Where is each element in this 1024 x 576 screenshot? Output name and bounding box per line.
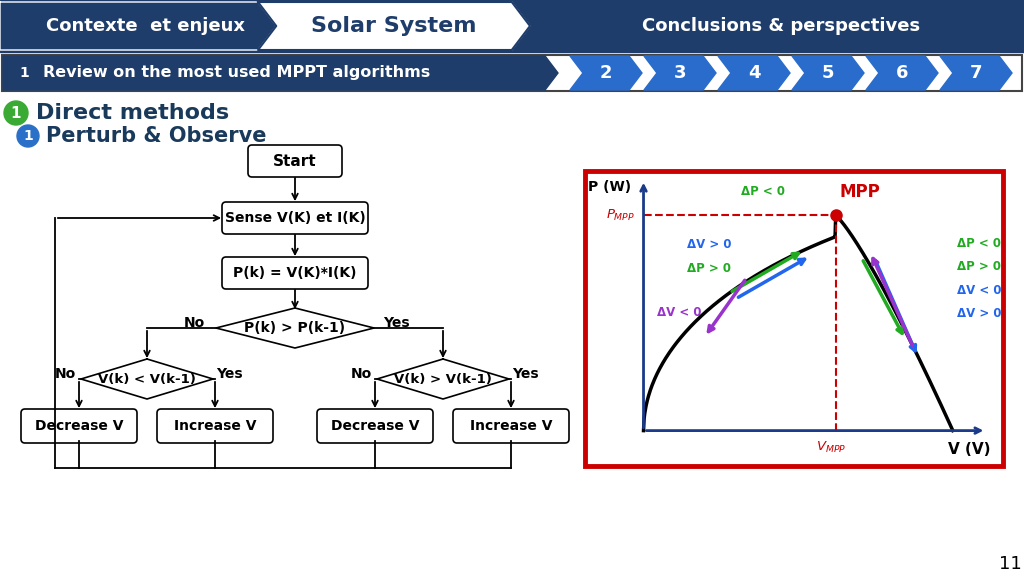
FancyBboxPatch shape bbox=[222, 202, 368, 234]
Text: P(k) = V(K)*I(K): P(k) = V(K)*I(K) bbox=[233, 266, 356, 280]
Polygon shape bbox=[0, 2, 280, 50]
Text: ΔP < 0: ΔP < 0 bbox=[957, 237, 1001, 249]
Text: V (V): V (V) bbox=[948, 442, 990, 457]
Text: Increase V: Increase V bbox=[470, 419, 552, 433]
Bar bbox=[2, 55, 1022, 91]
Bar bbox=[0, 0, 1024, 52]
Text: Decrease V: Decrease V bbox=[35, 419, 123, 433]
Circle shape bbox=[4, 101, 28, 125]
Text: V(k) < V(k-1): V(k) < V(k-1) bbox=[98, 373, 196, 385]
Text: Yes: Yes bbox=[383, 316, 410, 330]
Text: 4: 4 bbox=[748, 64, 760, 82]
Circle shape bbox=[17, 125, 39, 147]
Text: 6: 6 bbox=[896, 64, 908, 82]
Text: 1: 1 bbox=[10, 105, 22, 120]
Text: ΔV < 0: ΔV < 0 bbox=[657, 306, 701, 319]
Text: Direct methods: Direct methods bbox=[36, 103, 229, 123]
Text: ΔV > 0: ΔV > 0 bbox=[957, 308, 1001, 320]
Text: 2: 2 bbox=[600, 64, 612, 82]
FancyBboxPatch shape bbox=[222, 257, 368, 289]
Text: ΔV < 0: ΔV < 0 bbox=[957, 284, 1001, 297]
Text: P(k) > P(k-1): P(k) > P(k-1) bbox=[245, 321, 345, 335]
Text: $V_{MPP}$: $V_{MPP}$ bbox=[816, 439, 847, 454]
Text: Decrease V: Decrease V bbox=[331, 419, 419, 433]
FancyBboxPatch shape bbox=[248, 145, 342, 177]
FancyBboxPatch shape bbox=[157, 409, 273, 443]
Text: Solar System: Solar System bbox=[311, 16, 477, 36]
Text: 3: 3 bbox=[674, 64, 686, 82]
Bar bbox=[585, 171, 1002, 466]
FancyBboxPatch shape bbox=[317, 409, 433, 443]
Text: $P_{MPP}$: $P_{MPP}$ bbox=[606, 208, 635, 223]
Polygon shape bbox=[718, 56, 790, 90]
Text: ΔP > 0: ΔP > 0 bbox=[687, 262, 731, 275]
Text: ΔV > 0: ΔV > 0 bbox=[686, 238, 731, 252]
Polygon shape bbox=[570, 56, 642, 90]
Polygon shape bbox=[3, 56, 558, 90]
Text: P (W): P (W) bbox=[588, 180, 631, 194]
FancyBboxPatch shape bbox=[22, 409, 137, 443]
Text: No: No bbox=[350, 367, 372, 381]
Polygon shape bbox=[866, 56, 938, 90]
Text: Perturb & Observe: Perturb & Observe bbox=[46, 126, 266, 146]
Polygon shape bbox=[377, 359, 509, 399]
Text: ΔP > 0: ΔP > 0 bbox=[957, 260, 1001, 273]
Polygon shape bbox=[518, 2, 1024, 50]
Bar bbox=[2, 55, 1022, 91]
FancyBboxPatch shape bbox=[453, 409, 569, 443]
Text: Review on the most used MPPT algorithms: Review on the most used MPPT algorithms bbox=[43, 66, 430, 81]
Text: Sense V(K) et I(K): Sense V(K) et I(K) bbox=[224, 211, 366, 225]
Text: No: No bbox=[183, 316, 205, 330]
Text: Yes: Yes bbox=[216, 367, 243, 381]
Text: 1: 1 bbox=[24, 129, 33, 143]
Text: 7: 7 bbox=[970, 64, 982, 82]
Polygon shape bbox=[81, 359, 213, 399]
Text: Start: Start bbox=[273, 153, 316, 169]
Text: ΔP < 0: ΔP < 0 bbox=[741, 185, 785, 198]
Text: 1: 1 bbox=[19, 66, 29, 80]
Text: 5: 5 bbox=[821, 64, 835, 82]
Polygon shape bbox=[216, 308, 374, 348]
Polygon shape bbox=[644, 56, 716, 90]
Polygon shape bbox=[258, 2, 530, 50]
Text: No: No bbox=[54, 367, 76, 381]
Text: Contexte  et enjeux: Contexte et enjeux bbox=[45, 17, 245, 35]
Text: 11: 11 bbox=[998, 555, 1021, 573]
Circle shape bbox=[13, 62, 35, 84]
Text: V(k) > V(k-1): V(k) > V(k-1) bbox=[394, 373, 492, 385]
Text: Yes: Yes bbox=[512, 367, 539, 381]
Text: Increase V: Increase V bbox=[174, 419, 256, 433]
Text: MPP: MPP bbox=[840, 183, 881, 200]
Polygon shape bbox=[792, 56, 864, 90]
Text: Conclusions & perspectives: Conclusions & perspectives bbox=[642, 17, 920, 35]
Polygon shape bbox=[940, 56, 1012, 90]
